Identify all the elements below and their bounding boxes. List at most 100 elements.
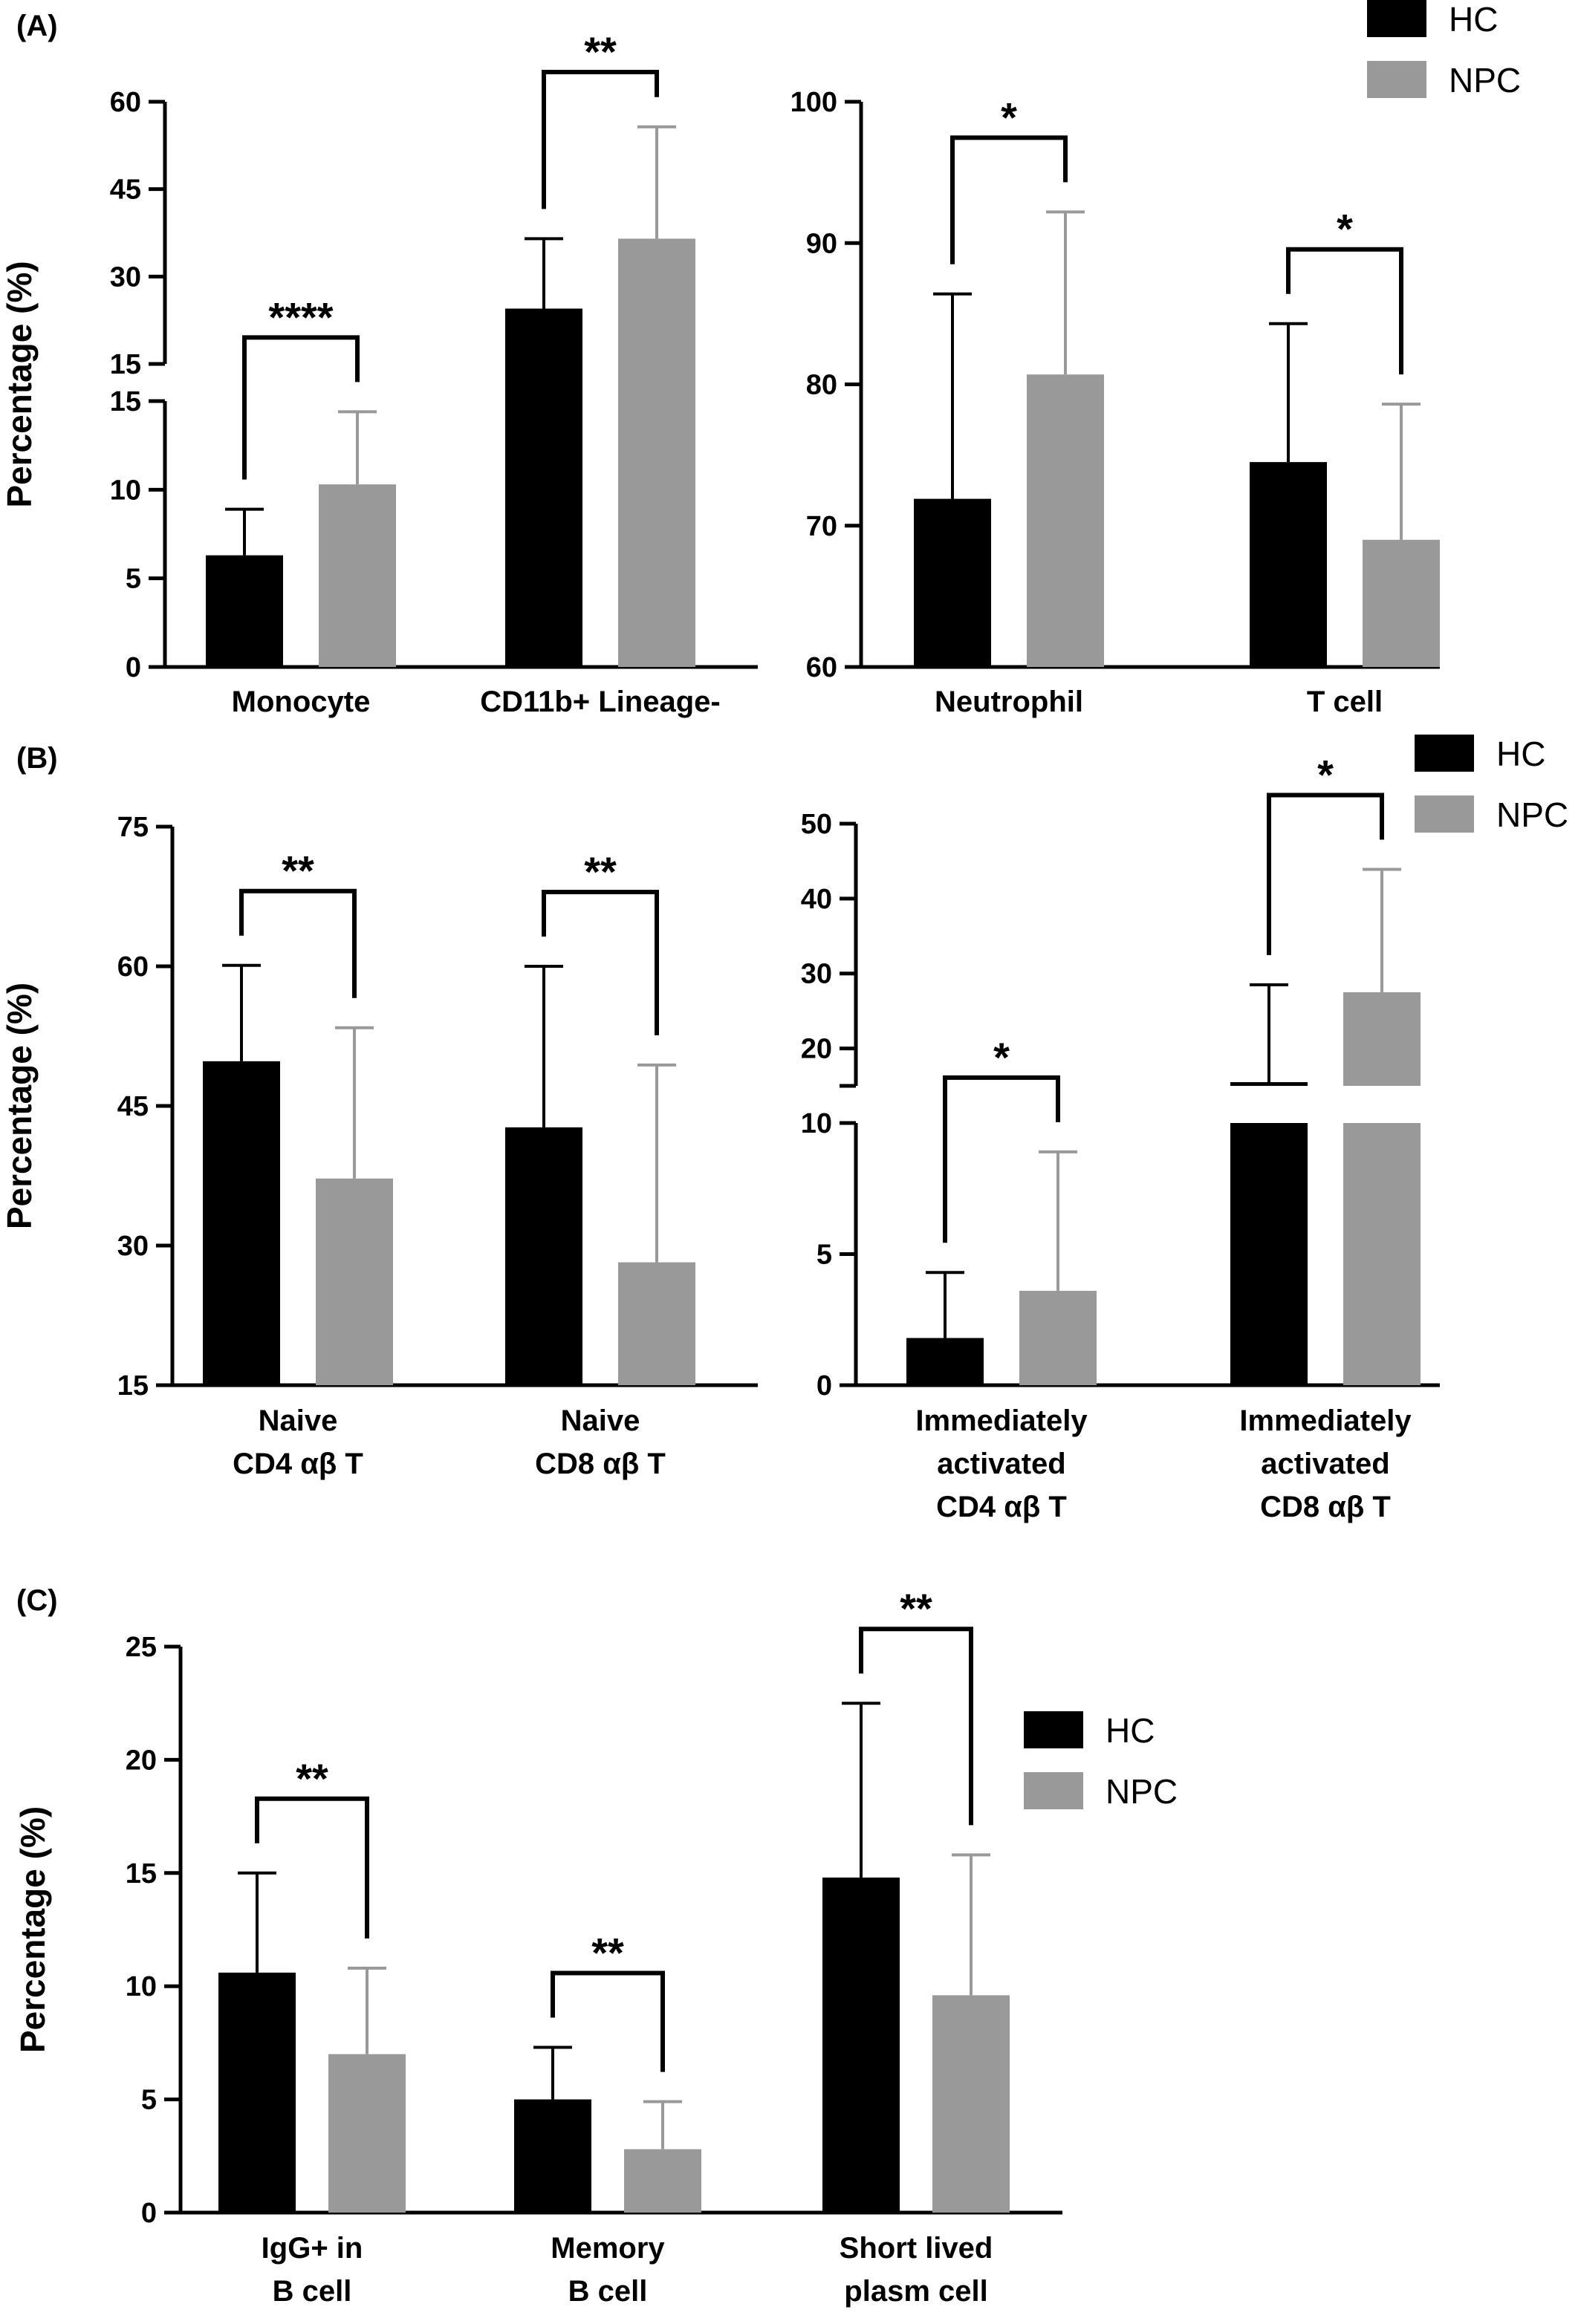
legend-swatch: [1024, 1772, 1083, 1809]
y-tick-label: 5: [126, 564, 141, 595]
significance-bracket: [1286, 247, 1403, 375]
significance-bracket: [239, 888, 357, 998]
category-label: Memory: [551, 2232, 665, 2265]
legend-label: NPC: [1106, 1772, 1178, 1811]
significance-bracket: [943, 1075, 1060, 1243]
panel-letter: (C): [16, 1584, 58, 1617]
legend-swatch: [1024, 1711, 1083, 1748]
bar: [1343, 992, 1421, 1086]
y-tick-label: 10: [126, 1971, 157, 2002]
significance-bracket: [1267, 792, 1384, 955]
category-label: CD4 αβ T: [233, 1448, 363, 1480]
significance-bracket: [551, 1970, 665, 2072]
bar: [1019, 1290, 1097, 1385]
category-label: Naive: [259, 1405, 338, 1437]
legend-label: HC: [1106, 1711, 1155, 1750]
legend-label: HC: [1496, 735, 1545, 773]
legend-label: HC: [1449, 0, 1498, 39]
bar: [218, 1972, 296, 2213]
y-tick-label: 60: [806, 652, 837, 683]
significance-stars: ****: [268, 293, 333, 340]
y-tick-label: 0: [126, 652, 141, 683]
category-label: B cell: [273, 2275, 352, 2308]
bar: [203, 1061, 280, 1385]
y-tick-label: 15: [117, 1370, 149, 1402]
y-tick-label: 10: [110, 475, 141, 506]
bar: [1027, 374, 1104, 667]
y-tick-label: 10: [801, 1108, 832, 1139]
y-axis-label: Percentage (%): [0, 261, 39, 507]
y-axis-label: Percentage (%): [0, 983, 39, 1229]
bar: [206, 555, 283, 667]
significance-bracket: [859, 1627, 973, 1826]
category-label: IgG+ in: [262, 2232, 363, 2265]
y-tick-label: 50: [801, 809, 832, 840]
y-tick-label: 70: [806, 511, 837, 542]
category-label: Neutrophil: [935, 686, 1083, 718]
bar: [1230, 1123, 1308, 1385]
y-tick-label: 75: [117, 812, 149, 843]
y-tick-label: 15: [126, 1858, 157, 1890]
bar: [618, 1262, 695, 1385]
category-label: activated: [937, 1448, 1065, 1480]
legend-swatch: [1415, 795, 1474, 833]
panel-letter: (A): [16, 10, 58, 42]
legend-swatch: [1367, 61, 1426, 98]
y-tick-label: 45: [110, 175, 141, 206]
y-tick-label: 0: [141, 2198, 157, 2229]
legend-swatch: [1415, 735, 1474, 772]
significance-stars: **: [584, 848, 617, 895]
bar: [319, 484, 396, 667]
category-label: plasm cell: [844, 2275, 987, 2308]
bar: [906, 1338, 984, 1385]
y-tick-label: 60: [110, 87, 141, 118]
y-tick-label: 20: [801, 1034, 832, 1065]
bar: [822, 1877, 900, 2213]
bar: [1343, 1123, 1421, 1385]
bar: [505, 401, 582, 667]
category-label: CD4 αβ T: [936, 1491, 1067, 1523]
bar: [914, 498, 991, 667]
bar: [1230, 1081, 1308, 1086]
significance-stars: **: [591, 1929, 624, 1976]
category-label: B cell: [568, 2275, 648, 2308]
category-label: Immediately: [1239, 1405, 1412, 1437]
category-label: CD11b+ Lineage-: [480, 686, 720, 718]
significance-stars: **: [584, 28, 617, 75]
bar: [328, 2054, 406, 2213]
panel-letter: (B): [16, 742, 58, 775]
significance-stars: **: [296, 1755, 328, 1802]
y-tick-label: 80: [806, 370, 837, 401]
significance-stars: *: [1337, 206, 1353, 253]
legend-label: NPC: [1496, 795, 1568, 834]
significance-bracket: [542, 890, 659, 1035]
significance-bracket: [242, 335, 360, 480]
bar: [1250, 462, 1327, 667]
bar: [514, 2099, 591, 2213]
category-label: activated: [1261, 1448, 1389, 1480]
significance-stars: **: [282, 847, 314, 894]
legend-swatch: [1367, 0, 1426, 37]
category-label: T cell: [1307, 686, 1383, 718]
category-label: Naive: [561, 1405, 640, 1437]
category-label: Monocyte: [232, 686, 371, 718]
legend-label: NPC: [1449, 61, 1521, 100]
bar: [505, 1127, 582, 1385]
bar: [932, 1995, 1010, 2213]
y-tick-label: 30: [110, 261, 141, 293]
y-tick-label: 15: [110, 386, 141, 417]
bar: [624, 2149, 701, 2213]
y-tick-label: 5: [817, 1240, 832, 1271]
y-tick-label: 45: [117, 1091, 149, 1122]
significance-bracket: [255, 1796, 369, 1939]
significance-stars: **: [900, 1585, 932, 1632]
category-label: Immediately: [915, 1405, 1088, 1437]
y-tick-label: 30: [117, 1231, 149, 1262]
y-tick-label: 40: [801, 884, 832, 915]
y-tick-label: 100: [790, 87, 837, 118]
bar: [618, 401, 695, 667]
category-label: CD8 αβ T: [535, 1448, 666, 1480]
bar: [618, 238, 695, 401]
significance-bracket: [950, 135, 1068, 264]
category-label: CD8 αβ T: [1260, 1491, 1391, 1523]
